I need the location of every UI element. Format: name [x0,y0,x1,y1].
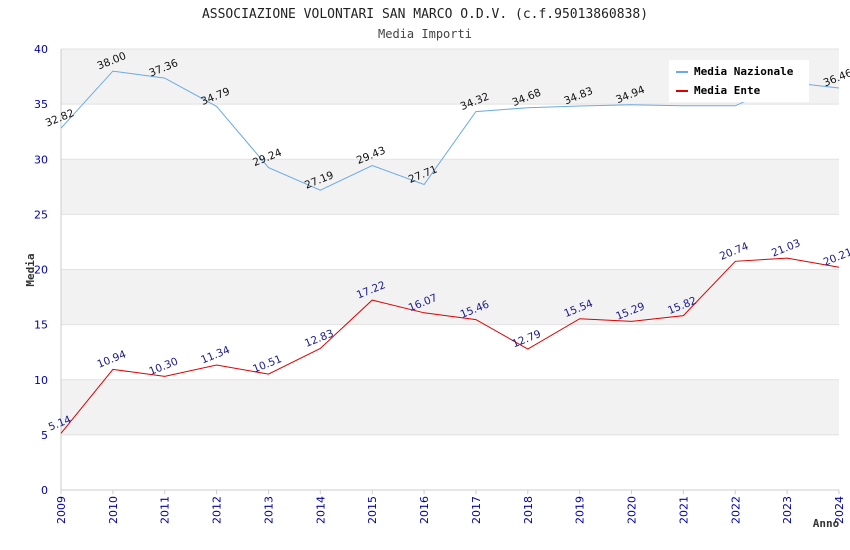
grid-band [61,269,839,325]
series-line-nazionale [60,70,840,191]
chart-subtitle: Media Importi [378,27,472,41]
series-line-ente [60,257,840,434]
y-axis-label: Media [24,253,37,286]
legend-box [669,60,809,102]
x-tick-label: 2015 [366,496,379,524]
x-tick-label: 2013 [262,496,275,524]
y-tick-label: 35 [34,98,48,111]
x-tick-label: 2022 [729,496,742,524]
x-tick-label: 2014 [314,496,327,524]
y-tick-label: 10 [34,374,48,387]
x-tick-label: 2021 [677,496,690,524]
x-tick-label: 2024 [833,496,846,524]
chart-title: ASSOCIAZIONE VOLONTARI SAN MARCO O.D.V. … [202,7,648,22]
x-tick-label: 2017 [470,496,483,524]
grid-band [61,214,839,270]
y-axis-ticks: 0 5 10 15 20 25 30 35 40 [34,43,48,497]
x-tick-label: 2023 [781,496,794,524]
grid-band [61,379,839,435]
grid-band [61,324,839,380]
x-tick-label: 2020 [626,496,639,524]
x-tick-label: 2012 [211,496,224,524]
y-tick-label: 15 [34,319,48,332]
y-tick-label: 40 [34,43,48,56]
y-tick-label: 30 [34,153,48,166]
x-tick-label: 2016 [418,496,431,524]
y-tick-label: 20 [34,264,48,277]
y-tick-label: 25 [34,208,48,221]
grid-band [61,104,839,160]
legend-label-nazionale: Media Nazionale [694,65,794,78]
y-tick-label: 0 [41,484,48,497]
x-tick-label: 2009 [55,496,68,524]
series-lines [60,70,840,434]
legend: Media Nazionale Media Ente [669,60,809,102]
x-tick-label: 2018 [522,496,535,524]
y-tick-label: 5 [41,429,48,442]
grid-band [61,159,839,215]
x-tick-label: 2019 [574,496,587,524]
legend-label-ente: Media Ente [694,84,761,97]
x-axis-ticks: 2009 2010 2011 2012 2013 2014 2015 2016 2017 2018… [55,490,846,524]
grid-bands [61,49,839,490]
x-tick-label: 2011 [159,496,172,524]
grid-lines [60,48,839,491]
x-tick-label: 2010 [107,496,120,524]
grid-band [61,434,839,490]
x-axis-label: Anno [813,517,840,530]
